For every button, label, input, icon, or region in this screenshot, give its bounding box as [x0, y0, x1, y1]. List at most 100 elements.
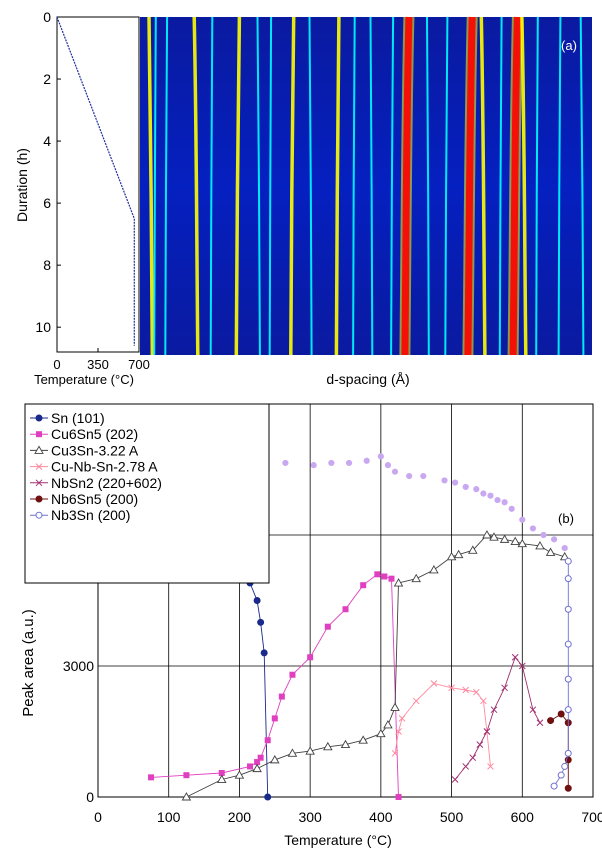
- data-point: [412, 697, 420, 705]
- data-point: [561, 762, 569, 770]
- data-point: [550, 782, 558, 790]
- data-point: [391, 468, 399, 475]
- heatmap-line: [352, 16, 356, 356]
- data-point: [390, 702, 400, 711]
- data-point: [395, 728, 402, 735]
- legend-box: [24, 403, 270, 584]
- data-point: [35, 479, 43, 487]
- data-point: [289, 671, 296, 678]
- legend-label: NbSn2 (220+602): [51, 475, 162, 491]
- heatmap-line: [479, 16, 487, 356]
- data-point: [564, 575, 572, 583]
- data-point: [183, 772, 190, 779]
- data-point: [388, 575, 395, 582]
- data-point: [216, 774, 227, 783]
- data-point: [547, 717, 555, 725]
- data-point: [483, 728, 491, 735]
- data-point: [398, 715, 406, 722]
- data-point: [564, 749, 572, 757]
- data-point: [535, 541, 545, 550]
- series-cu3sn-3-22-a: [181, 530, 570, 801]
- heatmap-line: [256, 16, 261, 356]
- series-cu6sn5-202-: [148, 571, 402, 800]
- data-point: [536, 719, 544, 727]
- series-nb6sn5-200-: [547, 710, 572, 792]
- duration-tick-label: 10: [35, 319, 51, 335]
- data-point: [328, 459, 335, 467]
- data-point: [391, 749, 399, 757]
- legend-label: Cu6Sn5 (202): [51, 426, 138, 442]
- data-point: [489, 532, 499, 541]
- data-point: [452, 479, 459, 486]
- data-point: [564, 784, 572, 792]
- data-point: [264, 793, 272, 801]
- data-point: [35, 463, 43, 470]
- peak-area-axis-label: Peak area (a.u.): [20, 609, 37, 717]
- data-point: [487, 492, 494, 499]
- data-point: [218, 769, 225, 776]
- legend-label: Nb6Sn5 (200): [51, 491, 138, 507]
- legend-label: Cu-Nb-Sn-2.78 A: [51, 459, 158, 475]
- data-point: [264, 737, 271, 744]
- data-point: [411, 573, 421, 583]
- x-tick-label: 500: [440, 809, 464, 825]
- data-point: [376, 728, 386, 738]
- data-point: [462, 763, 470, 770]
- data-point: [363, 457, 370, 464]
- heatmap-line: [209, 16, 214, 356]
- x-tick-label: 100: [157, 809, 181, 825]
- data-point: [468, 545, 478, 554]
- data-point: [448, 684, 455, 692]
- data-point: [307, 654, 314, 661]
- data-point: [529, 706, 537, 714]
- data-point: [305, 746, 315, 755]
- data-point: [564, 675, 572, 683]
- heatmap-line: [390, 16, 395, 356]
- data-point: [340, 739, 351, 749]
- data-point: [499, 534, 510, 543]
- peak-area-series: [147, 453, 572, 801]
- data-point: [494, 496, 501, 504]
- data-point: [545, 547, 556, 556]
- heatmap-lines: [147, 16, 585, 356]
- temperature-top-tick-label: 0: [53, 357, 60, 372]
- data-point: [395, 794, 402, 800]
- data-point: [557, 771, 565, 779]
- data-point: [472, 688, 480, 696]
- duration-tick-label: 2: [43, 71, 51, 87]
- data-point: [473, 486, 480, 493]
- data-point: [446, 551, 457, 561]
- data-point: [381, 573, 388, 580]
- heatmap-line: [192, 16, 200, 356]
- duration-tick-label: 0: [43, 9, 51, 25]
- data-point: [393, 578, 404, 587]
- data-point: [270, 754, 280, 764]
- heatmap-line: [369, 16, 374, 356]
- temperature-top-tick-label: 700: [128, 357, 150, 372]
- data-point: [345, 459, 353, 467]
- heatmap-line: [308, 16, 313, 356]
- data-point: [441, 477, 448, 484]
- panel-b-label: (b): [558, 511, 574, 526]
- data-point: [564, 605, 572, 613]
- data-point: [278, 693, 285, 700]
- data-point: [234, 770, 245, 779]
- data-point: [480, 697, 487, 705]
- legend: Sn (101)Cu6Sn5 (202)Cu3Sn-3.22 ACu-Nb-Sn…: [24, 403, 270, 584]
- heatmap-line: [444, 16, 449, 356]
- temperature-profile-ticks: 0 2 4 6 8 10 0 350 700: [35, 9, 149, 372]
- heatmap-line: [426, 16, 430, 356]
- data-point: [287, 748, 298, 757]
- data-point: [324, 623, 331, 630]
- heatmap-line: [153, 16, 157, 356]
- data-point: [148, 774, 155, 781]
- heatmap-line: [401, 16, 413, 356]
- data-point: [564, 557, 572, 565]
- duration-tick-label: 8: [43, 257, 51, 273]
- data-point: [429, 565, 439, 574]
- temperature-profile-panel: 0 2 4 6 8 10 0 350 700 Duration (h) Temperature …: [14, 9, 150, 387]
- data-point: [181, 792, 192, 801]
- data-point: [254, 759, 261, 766]
- x-tick-label: 600: [511, 809, 535, 825]
- data-point: [501, 684, 508, 692]
